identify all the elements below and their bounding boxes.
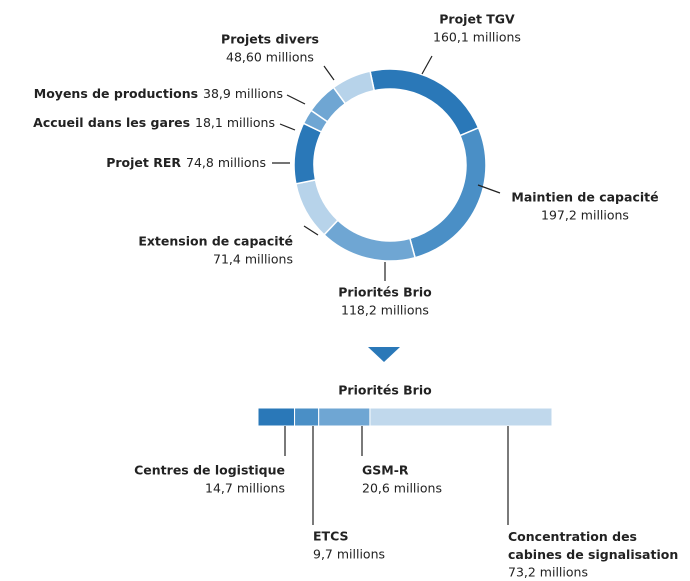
label-value: 18,1 millions — [195, 115, 275, 130]
leader-line — [279, 123, 296, 131]
leader-line — [477, 184, 501, 194]
label-name: Concentration des cabines de signalisatio… — [508, 529, 678, 562]
label-value: 71,4 millions — [213, 252, 293, 267]
bar-segment — [369, 407, 553, 427]
label-value: 160,1 millions — [433, 30, 521, 45]
donut-segment — [323, 219, 416, 262]
label: Projet RER 74,8 millions — [106, 155, 266, 170]
bar-segment — [257, 407, 296, 427]
donut-segment — [369, 68, 480, 137]
bar-title: Priorités Brio — [338, 383, 432, 398]
label-name: Accueil dans les gares — [33, 115, 190, 130]
label-name: GSM-R — [362, 463, 409, 478]
label-name: Maintien de capacité — [511, 190, 658, 205]
label-value: 197,2 millions — [541, 208, 629, 223]
label-name: Extension de capacité — [138, 234, 293, 249]
leader-line — [286, 94, 306, 105]
label: Moyens de productions 38,9 millions — [34, 86, 283, 101]
leader-line — [421, 55, 433, 75]
label-name: Projet RER — [106, 155, 181, 170]
label-value: 74,8 millions — [186, 155, 266, 170]
donut-segment — [332, 70, 376, 105]
label-value: 118,2 millions — [341, 303, 429, 318]
label-name: Projets divers — [221, 32, 319, 47]
label-name-line: Concentration des — [508, 529, 637, 544]
label-name: Projet TGV — [439, 12, 515, 27]
label-name: Priorités Brio — [338, 285, 432, 300]
label-value: 20,6 millions — [362, 481, 442, 496]
arrow — [368, 347, 400, 362]
donut-segment — [408, 126, 487, 259]
label-value: 73,2 millions — [508, 565, 588, 580]
label: Accueil dans les gares 18,1 millions — [33, 115, 275, 130]
label-value: 14,7 millions — [205, 481, 285, 496]
label-name: ETCS — [313, 529, 348, 544]
leader-line — [303, 225, 319, 236]
label-value: 38,9 millions — [203, 86, 283, 101]
label-name: Centres de logistique — [134, 463, 285, 478]
leader-line — [323, 65, 335, 81]
bar-segment — [318, 407, 371, 427]
bar-segment — [294, 407, 320, 427]
label-name: Moyens de productions — [34, 86, 198, 101]
donut-segment — [293, 122, 323, 185]
donut-segment — [294, 179, 339, 236]
label-value: 9,7 millions — [313, 547, 385, 562]
label-value: 48,60 millions — [226, 50, 314, 65]
label-name-line: cabines de signalisation — [508, 547, 678, 562]
